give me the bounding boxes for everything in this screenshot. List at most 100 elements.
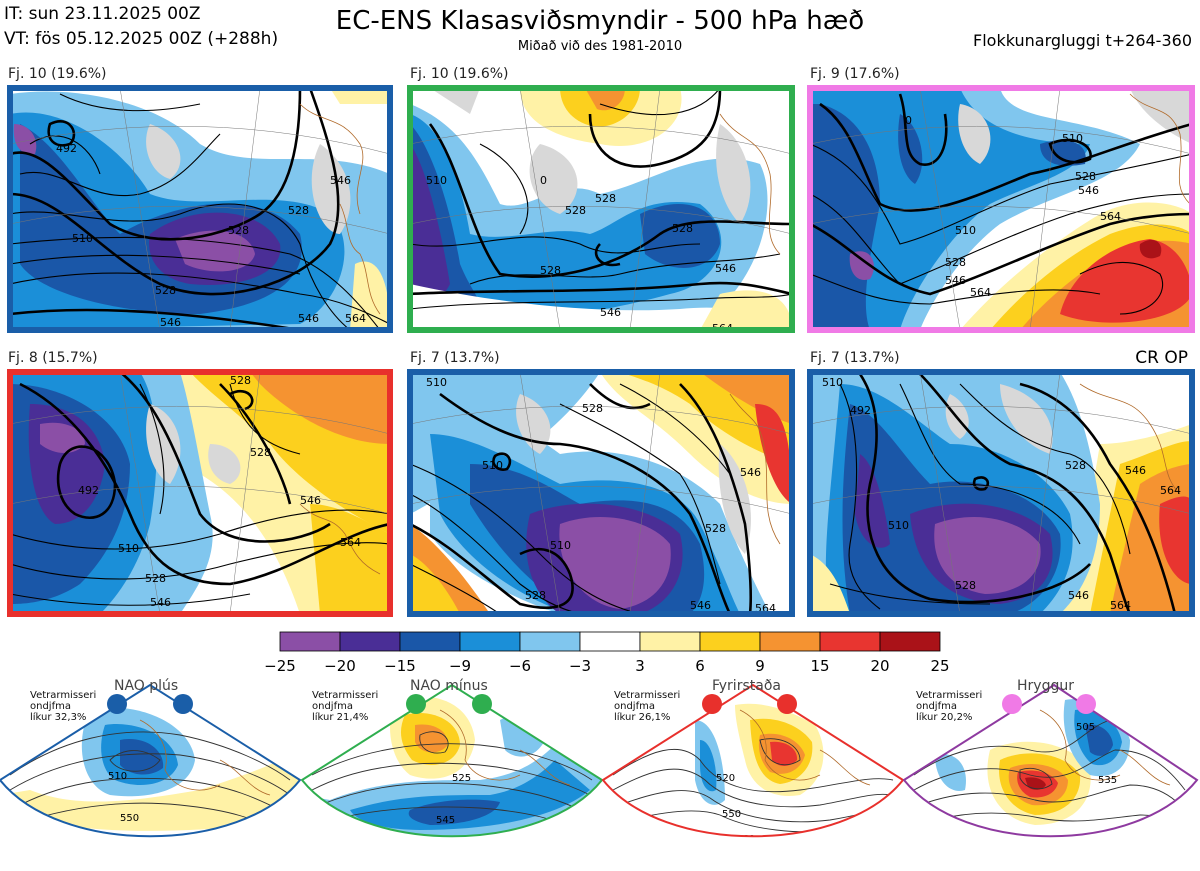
svg-text:492: 492 [56, 142, 77, 155]
svg-text:492: 492 [850, 404, 871, 417]
regime-dot [702, 694, 722, 714]
colorbar-segment [639, 631, 701, 652]
svg-text:0: 0 [905, 114, 912, 127]
svg-text:525: 525 [452, 773, 471, 784]
svg-text:546: 546 [1125, 464, 1146, 477]
colorbar-tick-label: −9 [449, 657, 471, 675]
svg-text:550: 550 [120, 813, 139, 824]
svg-text:528: 528 [582, 402, 603, 415]
regime-frame-blocking [601, 683, 905, 838]
svg-text:528: 528 [705, 522, 726, 535]
regime-title-nao-plus: NAO plús [114, 678, 179, 694]
svg-text:510: 510 [1062, 132, 1083, 145]
colorbar-tick-label: −20 [324, 657, 356, 675]
svg-text:510: 510 [118, 542, 139, 555]
svg-text:546: 546 [300, 494, 321, 507]
svg-text:564: 564 [1100, 210, 1121, 223]
svg-text:528: 528 [565, 204, 586, 217]
svg-text:528: 528 [145, 572, 166, 585]
svg-text:528: 528 [1075, 170, 1096, 183]
colorbar-segment [339, 631, 401, 652]
colorbar-segment [759, 631, 821, 652]
cluster-map-2: 510 528 528 546 528 546 564 0 528 [410, 88, 792, 335]
colorbar-tick-label: 15 [810, 657, 829, 675]
svg-text:528: 528 [250, 446, 271, 459]
svg-text:535: 535 [1098, 775, 1117, 786]
colorbar-tick-label: −3 [569, 657, 591, 675]
classification-window: Flokkunargluggi t+264-360 [973, 31, 1192, 50]
colorbar-tick-label: 9 [755, 657, 765, 675]
page-title: EC-ENS Klasasviðsmyndir - 500 hPa hæð [335, 6, 865, 36]
regime-title-ridge: Hryggur [1017, 678, 1074, 694]
cluster-label-3: Fj. 9 (17.6%) [810, 66, 900, 82]
regime-dot [777, 694, 797, 714]
svg-text:510: 510 [108, 771, 127, 782]
svg-text:528: 528 [228, 224, 249, 237]
regime-map-ridge: 505 535 560 [904, 685, 1197, 850]
svg-text:528: 528 [955, 579, 976, 592]
colorbar-tick-label: −6 [509, 657, 531, 675]
svg-text:546: 546 [945, 274, 966, 287]
svg-text:560: 560 [736, 834, 755, 845]
svg-text:528: 528 [540, 264, 561, 277]
svg-text:510: 510 [426, 174, 447, 187]
svg-text:546: 546 [160, 316, 181, 329]
regime-probability-nao-minus: Vetrarmisseri ondjfma líkur 21,4% [312, 690, 379, 723]
colorbar-segment [819, 631, 881, 652]
svg-text:528: 528 [1065, 459, 1086, 472]
cluster-label-6: Fj. 7 (13.7%) [810, 350, 900, 366]
svg-text:546: 546 [330, 174, 351, 187]
svg-text:510: 510 [550, 539, 571, 552]
svg-text:564: 564 [970, 286, 991, 299]
regime-probability-blocking: Vetrarmisseri ondjfma líkur 26,1% [614, 690, 681, 723]
svg-text:546: 546 [740, 466, 761, 479]
svg-text:528: 528 [945, 256, 966, 269]
svg-text:546: 546 [1068, 589, 1089, 602]
svg-text:520: 520 [716, 773, 735, 784]
svg-text:528: 528 [155, 284, 176, 297]
svg-text:545: 545 [436, 815, 455, 826]
subtitle: Miðað við des 1981-2010 [517, 39, 683, 54]
cluster-map-1: 492 510 528 546 528 528 546 546 564 [10, 88, 390, 330]
regime-frame-nao-minus [300, 683, 604, 838]
svg-text:564: 564 [1160, 484, 1181, 497]
svg-text:546: 546 [1078, 184, 1099, 197]
regime-dot [472, 694, 492, 714]
colorbar-segment [459, 631, 521, 652]
svg-text:564: 564 [345, 312, 366, 325]
svg-text:510: 510 [426, 376, 447, 389]
regime-probability-ridge: Vetrarmisseri ondjfma líkur 20,2% [916, 690, 983, 723]
colorbar-tick-label: 20 [870, 657, 889, 675]
cluster-frame-2 [407, 85, 795, 333]
colorbar-tick-label: 3 [635, 657, 645, 675]
svg-text:505: 505 [1076, 722, 1095, 733]
svg-text:565: 565 [444, 850, 463, 861]
cluster-frame-3 [807, 85, 1195, 333]
svg-text:510: 510 [822, 376, 843, 389]
svg-text:510: 510 [72, 232, 93, 245]
cluster-map-6: 510 492 528 546 564 528 546 564 510 [810, 372, 1192, 614]
regime-dot [1076, 694, 1096, 714]
regime-map-nao-minus: 525 545 565 [302, 685, 602, 861]
svg-text:510: 510 [888, 519, 909, 532]
svg-text:510: 510 [955, 224, 976, 237]
svg-text:564: 564 [712, 322, 733, 335]
svg-text:528: 528 [230, 374, 251, 387]
colorbar-segment [699, 631, 761, 652]
cluster-frame-5 [407, 369, 795, 617]
svg-text:510: 510 [482, 459, 503, 472]
regime-frame-ridge [902, 683, 1199, 838]
svg-text:550: 550 [722, 809, 741, 820]
initial-time: IT: sun 23.11.2025 00Z [4, 4, 201, 24]
svg-text:546: 546 [298, 312, 319, 325]
svg-text:528: 528 [288, 204, 309, 217]
svg-text:528: 528 [672, 222, 693, 235]
svg-text:528: 528 [595, 192, 616, 205]
svg-text:546: 546 [715, 262, 736, 275]
svg-text:546: 546 [600, 306, 621, 319]
svg-text:560: 560 [1096, 839, 1115, 850]
colorbar-segment [399, 631, 461, 652]
regime-title-nao-minus: NAO mínus [410, 678, 488, 694]
